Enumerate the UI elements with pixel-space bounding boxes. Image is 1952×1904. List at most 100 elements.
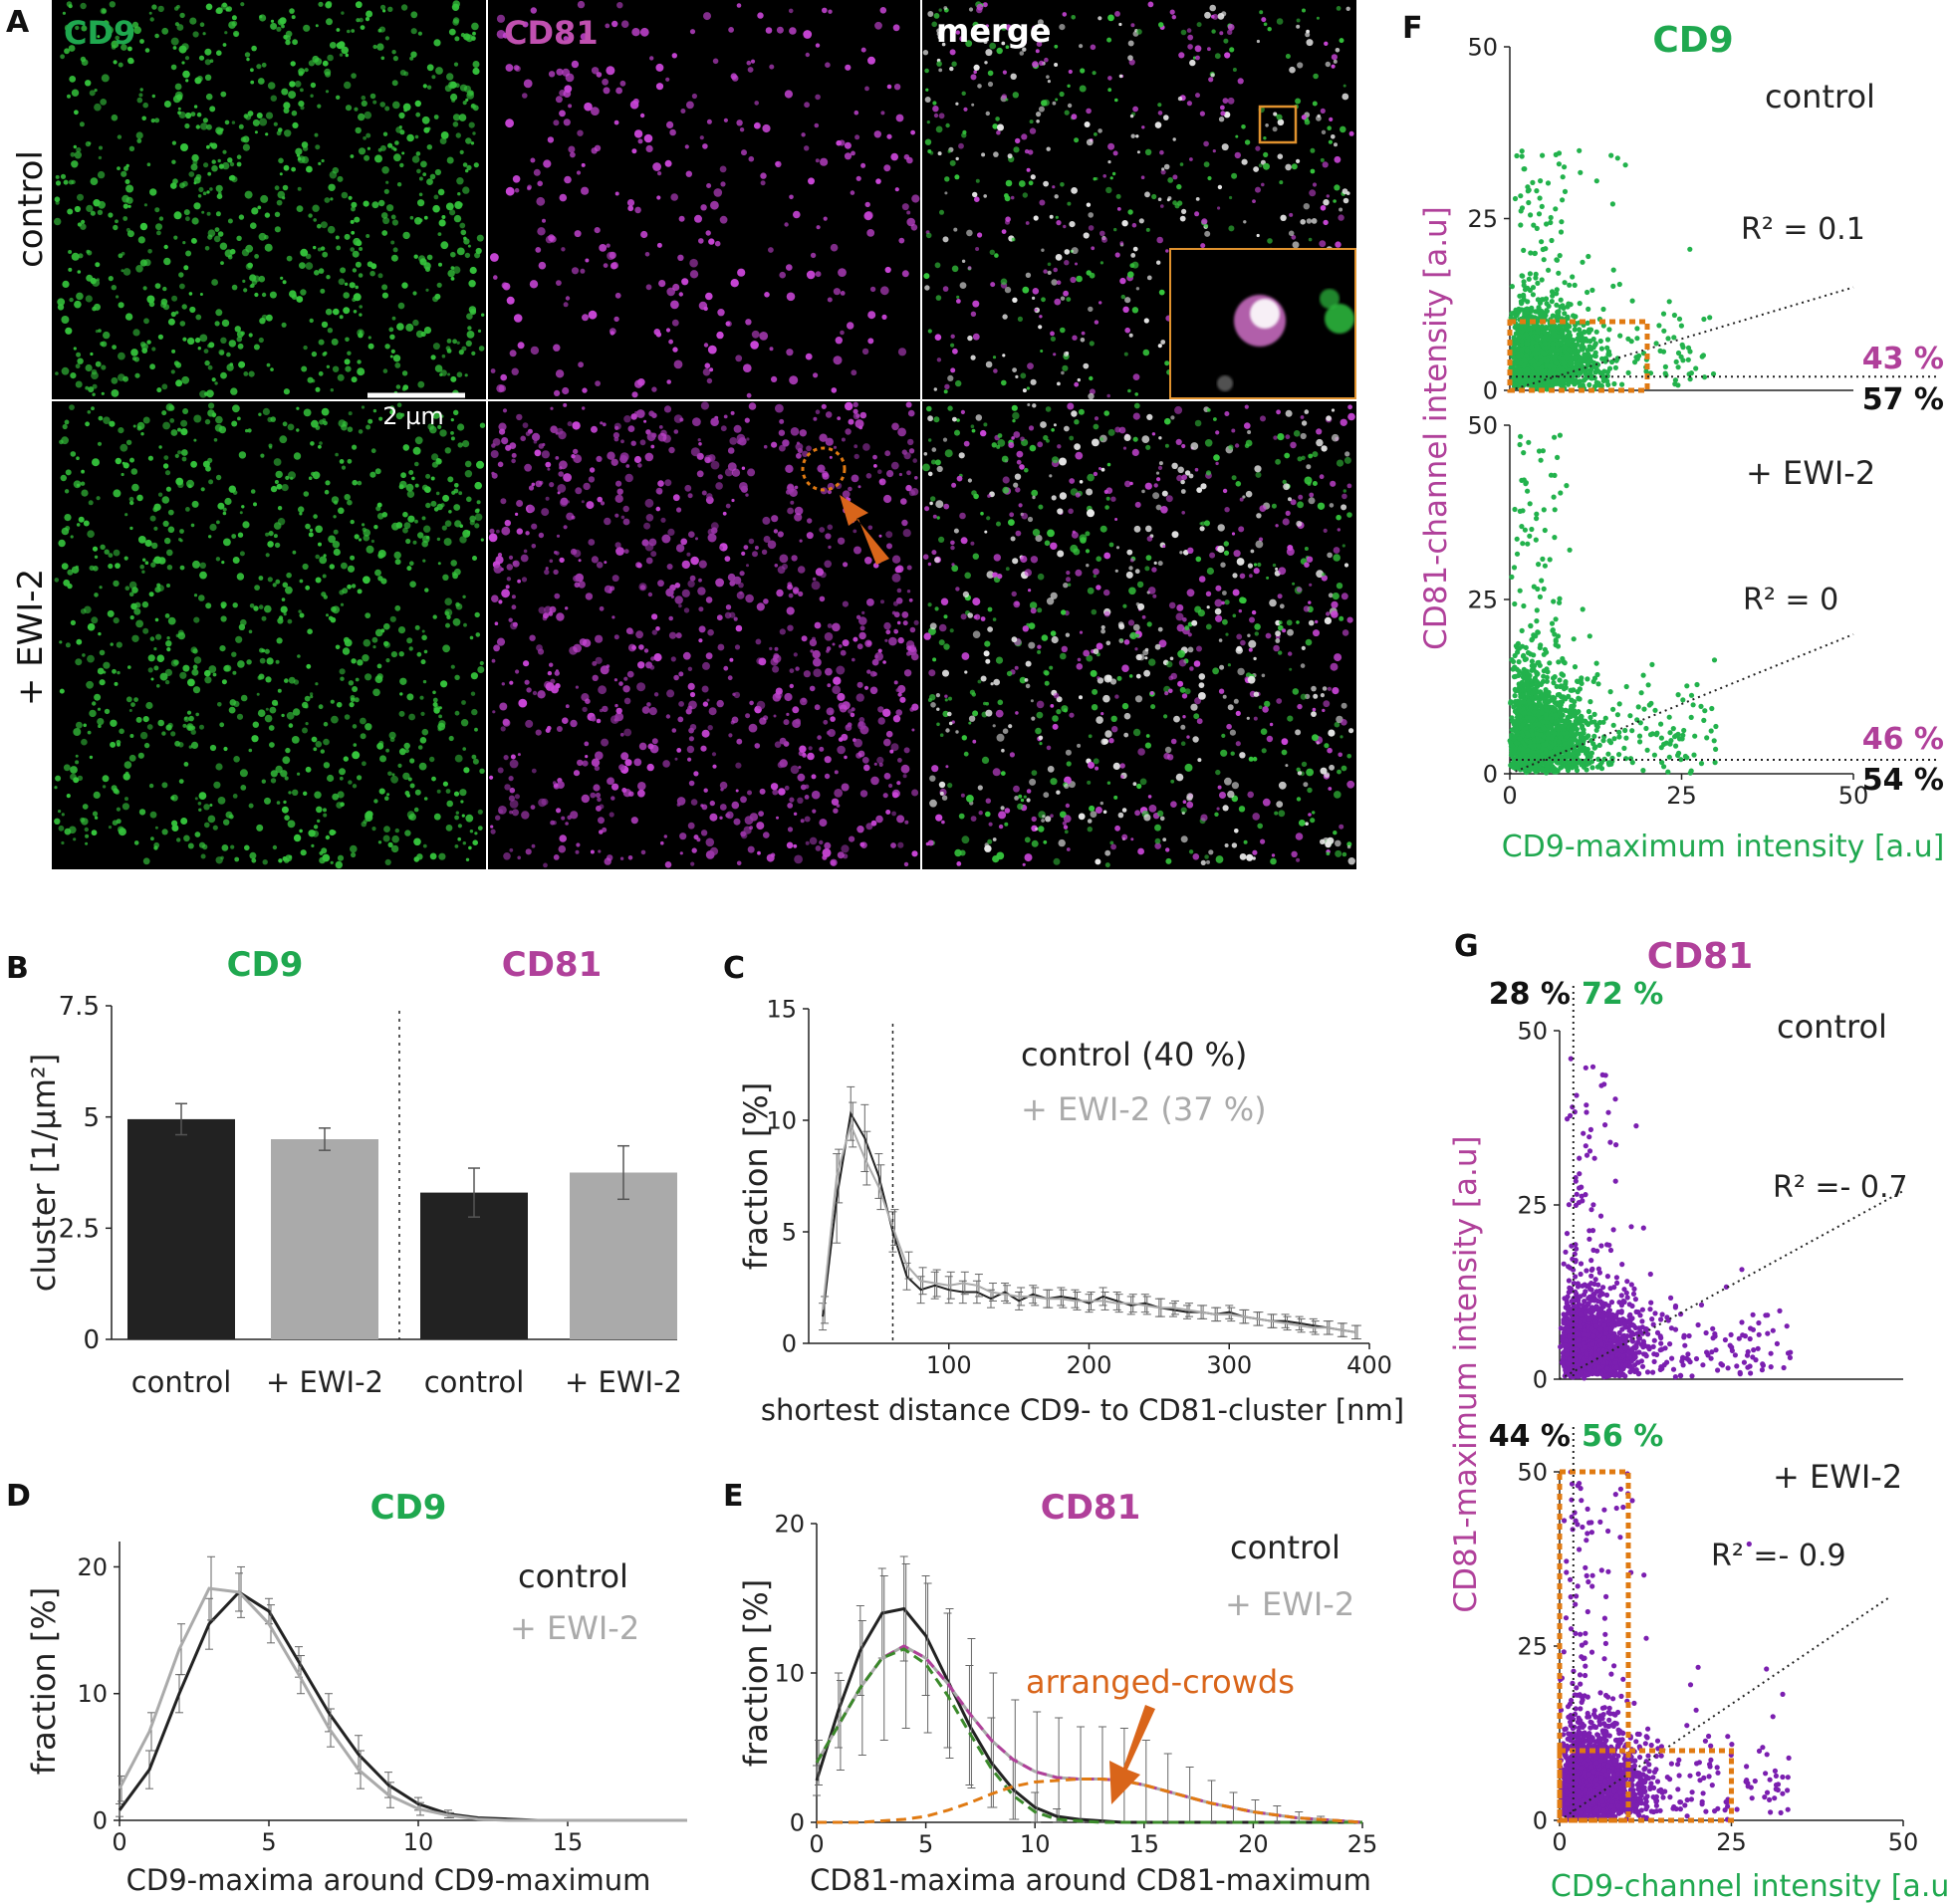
fluorescence-spot bbox=[97, 209, 104, 215]
fluorescence-spot bbox=[381, 166, 389, 174]
fluorescence-spot bbox=[1304, 562, 1310, 568]
fluorescence-spot bbox=[716, 699, 724, 708]
fluorescence-spot bbox=[1096, 556, 1101, 562]
fluorescence-spot bbox=[1222, 694, 1227, 699]
fluorescence-spot bbox=[452, 17, 460, 24]
fluorescence-spot bbox=[573, 550, 577, 554]
fluorescence-spot bbox=[531, 482, 536, 487]
fluorescence-spot bbox=[973, 493, 979, 500]
fluorescence-spot bbox=[173, 211, 182, 220]
fluorescence-spot bbox=[80, 2, 87, 10]
fluorescence-spot bbox=[1086, 270, 1092, 276]
fluorescence-spot bbox=[1197, 609, 1205, 617]
fluorescence-spot bbox=[794, 485, 799, 490]
fluorescence-spot bbox=[55, 775, 62, 782]
fluorescence-spot bbox=[1322, 686, 1328, 691]
fluorescence-spot bbox=[187, 337, 195, 346]
fluorescence-spot bbox=[804, 795, 810, 800]
fluorescence-spot bbox=[261, 62, 267, 68]
fluorescence-spot bbox=[1080, 68, 1086, 74]
fluorescence-spot bbox=[106, 26, 114, 35]
fluorescence-spot bbox=[273, 458, 282, 466]
fluorescence-spot bbox=[956, 475, 963, 482]
fluorescence-spot bbox=[852, 657, 855, 662]
fluorescence-spot bbox=[1162, 837, 1167, 841]
fluorescence-spot bbox=[61, 527, 70, 536]
fluorescence-spot bbox=[318, 161, 322, 165]
fluorescence-spot bbox=[1092, 688, 1098, 695]
fluorescence-spot bbox=[1018, 180, 1026, 187]
fluorescence-spot bbox=[638, 644, 644, 650]
fluorescence-spot bbox=[336, 245, 342, 251]
fluorescence-spot bbox=[923, 452, 928, 456]
fluorescence-spot bbox=[222, 511, 227, 516]
fluorescence-spot bbox=[929, 501, 933, 506]
fluorescence-spot bbox=[343, 307, 351, 315]
fluorescence-spot bbox=[1282, 518, 1290, 526]
fluorescence-spot bbox=[833, 676, 842, 685]
fluorescence-spot bbox=[362, 527, 366, 533]
fluorescence-spot bbox=[69, 404, 75, 410]
fluorescence-spot bbox=[244, 844, 250, 851]
fluorescence-spot bbox=[422, 172, 427, 177]
fluorescence-spot bbox=[381, 284, 388, 291]
fluorescence-spot bbox=[435, 67, 443, 75]
fluorescence-spot bbox=[1329, 503, 1335, 508]
fluorescence-spot bbox=[891, 555, 901, 564]
fluorescence-spot bbox=[92, 811, 99, 817]
fluorescence-spot bbox=[559, 90, 566, 97]
fluorescence-spot bbox=[813, 372, 819, 378]
fluorescence-spot bbox=[933, 113, 939, 119]
fluorescence-spot bbox=[623, 697, 631, 705]
fluorescence-spot bbox=[762, 516, 771, 525]
fluorescence-spot bbox=[472, 131, 476, 135]
fluorescence-spot bbox=[747, 67, 754, 73]
fluorescence-spot bbox=[1224, 777, 1232, 786]
fluorescence-spot bbox=[260, 194, 269, 203]
fluorescence-spot bbox=[144, 539, 152, 548]
fluorescence-spot bbox=[303, 791, 308, 796]
fluorescence-spot bbox=[951, 61, 957, 67]
fluorescence-spot bbox=[649, 56, 654, 61]
fluorescence-spot bbox=[318, 704, 324, 710]
fluorescence-spot bbox=[1066, 297, 1072, 302]
fluorescence-spot bbox=[1311, 685, 1317, 692]
fluorescence-spot bbox=[1276, 801, 1284, 808]
fluorescence-spot bbox=[270, 367, 274, 371]
fluorescence-spot bbox=[573, 575, 580, 583]
fluorescence-spot bbox=[222, 43, 227, 47]
fluorescence-spot bbox=[264, 714, 273, 723]
fluorescence-spot bbox=[859, 841, 865, 847]
fluorescence-spot bbox=[764, 292, 770, 298]
fluorescence-spot bbox=[376, 663, 382, 669]
fluorescence-spot bbox=[258, 604, 264, 609]
fluorescence-spot bbox=[1022, 47, 1027, 52]
fluorescence-spot bbox=[1179, 551, 1183, 555]
fluorescence-spot bbox=[490, 829, 496, 834]
fluorescence-spot bbox=[620, 752, 629, 761]
fluorescence-spot bbox=[951, 265, 959, 273]
fluorescence-spot bbox=[1241, 124, 1246, 129]
fluorescence-spot bbox=[591, 107, 600, 116]
fluorescence-spot bbox=[701, 685, 709, 693]
fluorescence-spot bbox=[1260, 838, 1266, 844]
fluorescence-spot bbox=[1121, 220, 1128, 227]
fluorescence-spot bbox=[145, 701, 153, 710]
fluorescence-spot bbox=[187, 725, 193, 731]
fluorescence-spot bbox=[209, 523, 217, 532]
fluorescence-spot bbox=[864, 86, 869, 92]
fluorescence-spot bbox=[328, 615, 334, 621]
fluorescence-spot bbox=[220, 601, 227, 608]
fluorescence-spot bbox=[881, 314, 887, 320]
fluorescence-spot bbox=[1022, 192, 1029, 198]
fluorescence-spot bbox=[950, 540, 955, 546]
fluorescence-spot bbox=[95, 330, 99, 334]
fluorescence-spot bbox=[850, 712, 855, 718]
fluorescence-spot bbox=[964, 572, 971, 580]
fluorescence-spot bbox=[1011, 591, 1017, 597]
fluorescence-spot bbox=[469, 635, 474, 640]
fluorescence-spot bbox=[549, 235, 557, 243]
fluorescence-spot bbox=[338, 507, 345, 515]
fluorescence-spot bbox=[54, 196, 61, 202]
fluorescence-spot bbox=[496, 637, 506, 646]
